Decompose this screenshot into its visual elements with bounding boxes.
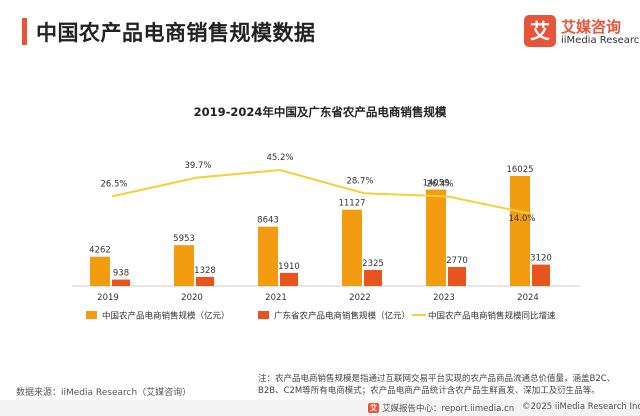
bar-china-2019 (90, 256, 110, 286)
legend-label-1: 中国农产品电商销售规模（亿元） (102, 311, 230, 322)
growth-label-2024: 14.0% (508, 214, 535, 224)
bar-china-2022 (342, 209, 362, 286)
bottom-strip (0, 400, 640, 416)
footer-note: 注：农产品电商销售规模是指通过互联网交易平台实现的农产品商品流通总价值量，涵盖B… (258, 374, 616, 396)
bar-guangdong-2024 (532, 264, 550, 286)
x-tick-2020: 2020 (181, 293, 203, 303)
value-label-china-2021: 8643 (257, 216, 279, 226)
legend-label-3: 中国农产品电商销售规模同比增速 (428, 311, 556, 322)
value-label-guangdong-2019: 938 (113, 269, 129, 279)
brand-name-cn: 艾媒咨询 (561, 18, 622, 36)
growth-rate-line (111, 168, 533, 215)
value-label-china-2020: 5953 (173, 234, 195, 244)
legend-label-2: 广东省农产品电商销售规模（亿元） (274, 311, 410, 322)
copyright: ©2025 iiMedia Research Inc (522, 402, 640, 412)
value-label-china-2019: 4262 (89, 246, 111, 256)
legend-swatch-1 (86, 311, 97, 319)
page-title: 中国农产品电商销售规模数据 (36, 21, 316, 45)
value-label-guangdong-2021: 1910 (278, 262, 300, 272)
value-label-guangdong-2024: 3120 (530, 254, 552, 264)
value-label-guangdong-2023: 2770 (446, 256, 468, 266)
x-tick-2022: 2022 (349, 293, 371, 303)
brand-name-en: iiMedia Research (561, 35, 640, 46)
x-tick-2024: 2024 (517, 293, 539, 303)
brand-badge: 艾 (524, 15, 556, 47)
growth-label-2020: 39.7% (184, 161, 211, 171)
growth-label-2021: 45.2% (266, 153, 293, 163)
bar-guangdong-2022 (364, 270, 382, 286)
bar-guangdong-2021 (280, 272, 298, 286)
growth-label-2023: 26.4% (426, 180, 453, 190)
growth-label-2019: 26.5% (100, 179, 127, 189)
bar-guangdong-2023 (448, 266, 466, 286)
chart-title: 2019-2024年中国及广东省农产品电商销售规模 (194, 105, 447, 119)
bar-guangdong-2020 (196, 276, 214, 286)
brand-logo: 艾 艾媒咨询 iiMedia Research (524, 15, 640, 49)
legend-swatch-2 (258, 311, 269, 319)
title-accent-bar (22, 18, 27, 45)
value-label-china-2023: 14059 (422, 178, 449, 188)
value-label-guangdong-2022: 2325 (362, 259, 384, 269)
bar-china-2020 (174, 245, 194, 286)
value-label-guangdong-2020: 1328 (194, 266, 216, 276)
x-tick-2019: 2019 (97, 293, 119, 303)
growth-label-2022: 28.7% (346, 176, 373, 186)
bar-china-2024 (510, 176, 530, 286)
bar-guangdong-2019 (112, 279, 130, 286)
bar-china-2023 (426, 189, 446, 286)
report-center-link[interactable]: 艾媒报告中心：report.iimedia.cn (382, 404, 515, 414)
bar-china-2021 (258, 226, 278, 286)
x-tick-2023: 2023 (433, 293, 455, 303)
bottom-brand-badge: 艾 (368, 403, 379, 413)
value-label-china-2022: 11127 (338, 199, 365, 209)
value-label-china-2024: 16025 (506, 165, 533, 175)
footer-source: 数据来源：iiMedia Research（艾媒咨询） (16, 388, 192, 398)
x-tick-2021: 2021 (265, 293, 287, 303)
